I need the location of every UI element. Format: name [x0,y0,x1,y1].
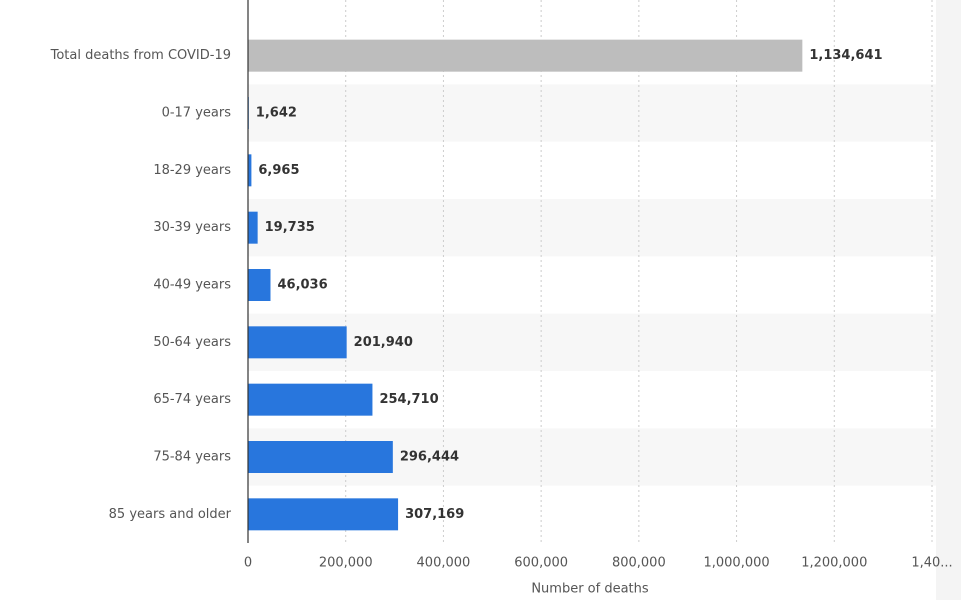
row-band [248,199,936,257]
row-band [248,84,936,142]
value-label: 1,642 [256,106,297,121]
bar [248,269,271,301]
row-band [248,313,936,371]
x-tick-label: 1,000,000 [703,556,769,571]
value-label: 6,965 [258,163,299,178]
bar [248,39,803,72]
bar [248,211,258,244]
value-label: 254,710 [379,392,438,407]
value-label: 1,134,641 [809,48,882,63]
y-tick-label: 75-84 years [153,450,231,465]
y-tick-label: 40-49 years [153,278,231,293]
bar [248,441,393,473]
x-tick-label: 1,200,000 [801,556,867,571]
side-panel [936,0,961,600]
value-label: 46,036 [277,278,327,293]
y-tick-label: 30-39 years [153,220,231,235]
x-tick-label: 1,40... [911,556,952,571]
x-tick-label: 0 [244,556,252,571]
bar [248,498,399,531]
value-label: 296,444 [400,450,459,465]
x-axis-title: Number of deaths [531,582,649,597]
bar [248,326,347,359]
value-label: 307,169 [405,507,464,522]
x-tick-label: 200,000 [319,556,373,571]
value-label: 201,940 [354,335,413,350]
y-tick-label: 50-64 years [153,335,231,350]
y-tick-label: 65-74 years [153,392,231,407]
x-tick-label: 800,000 [612,556,666,571]
y-tick-label: 0-17 years [162,106,232,121]
y-tick-label: Total deaths from COVID-19 [50,48,231,63]
x-tick-label: 600,000 [514,556,568,571]
y-tick-label: 18-29 years [153,163,231,178]
x-tick-label: 400,000 [417,556,471,571]
bar [248,154,252,187]
value-label: 19,735 [265,220,315,235]
y-tick-label: 85 years and older [109,507,232,522]
bar [248,383,373,416]
